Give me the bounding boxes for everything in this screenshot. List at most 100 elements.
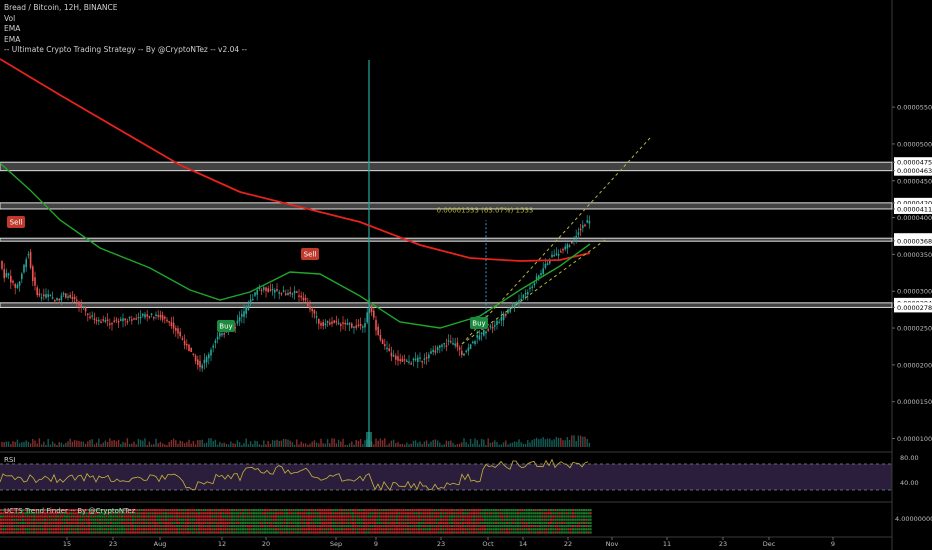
trend-axis-label: 4.00000000 [895,515,932,523]
candle-body [575,235,577,238]
trend-finder-cell [107,528,110,531]
trend-finder-cell [283,531,286,534]
trend-finder-cell [468,528,471,531]
volume-bar [505,440,507,447]
trend-finder-cell [429,509,431,512]
volume-bar [210,438,212,447]
trend-finder-cell [233,518,236,521]
trend-finder-cell [41,525,44,528]
trend-finder-cell [499,509,502,512]
trend-finder-cell [118,512,121,515]
volume-bar [399,444,401,447]
trend-finder-cell [275,509,277,512]
trend-finder-cell [132,518,134,521]
trend-finder-cell [440,531,442,534]
trend-finder-cell [24,525,27,528]
trend-finder-cell [512,515,515,518]
trend-finder-cell [354,512,357,515]
trend-finder-cell [118,525,121,528]
trend-finder-cell [565,531,568,534]
trend-finder-cell [503,518,506,521]
trend-finder-cell [204,509,207,512]
trend-finder-cell [519,521,522,524]
volume-bar [254,440,256,447]
volume-bar [133,441,135,447]
price-axis-zone-tag [894,165,932,176]
candle-body [5,273,8,278]
trend-finder-cell [510,515,513,518]
trend-finder-cell [266,515,269,518]
trend-finder-cell [545,525,548,528]
candle-body [566,244,569,249]
trend-finder-cell [334,512,337,515]
trend-finder-cell [341,531,343,534]
trend-finder-cell [94,525,97,528]
trend-finder-cell [552,515,555,518]
trend-finder-cell [543,515,546,518]
trend-finder-cell [360,528,363,531]
trend-finder-cell [334,521,337,524]
candle-body [476,335,478,338]
trend-finder-cell [561,521,563,524]
trend-finder-cell [28,528,31,531]
candle-body [335,320,338,323]
trend-finder-cell [90,531,93,534]
trend-finder-cell [541,531,544,534]
signal-buy-badge [217,320,235,332]
trend-finder-cell [2,515,5,518]
trend-finder-cell [255,515,258,518]
trend-finder-cell [118,531,121,534]
trend-finder-cell [171,518,174,521]
candle-body [329,322,331,325]
trend-finder-cell [550,521,552,524]
trend-finder-cell [61,512,64,515]
trend-finder-cell [402,512,405,515]
trend-finder-cell [88,528,90,531]
trend-finder-cell [19,528,22,531]
trend-finder-cell [22,525,24,528]
trend-finder-cell [510,525,513,528]
trend-finder-cell [158,528,161,531]
resistance-zone [0,161,893,172]
trend-finder-cell [173,528,176,531]
volume-bar [73,440,76,447]
trend-finder-cell [169,525,172,528]
trend-finder-cell [134,512,137,515]
trend-finder-cell [492,509,495,512]
trend-finder-cell [563,518,566,521]
trend-finder-cell [316,528,319,531]
candle-body [139,316,142,319]
volume-bar [159,441,162,447]
volume-bar [104,440,107,447]
volume-bar [507,444,509,447]
trend-finder-cell [563,509,566,512]
trend-finder-cell [125,531,128,534]
candle-body [71,297,74,299]
trend-finder-cell [123,525,126,528]
volume-bars [1,435,591,447]
candle-body [395,355,397,360]
trend-finder-cell [479,509,482,512]
trend-finder-cell [138,531,141,534]
trend-finder-cell [433,525,436,528]
trend-finder-cell [127,531,130,534]
trend-finder-cell [228,509,231,512]
trend-finder-cell [158,509,161,512]
trend-finder-cell [136,521,139,524]
trend-finder-cell [112,518,115,521]
trend-finder-cell [301,512,304,515]
trend-finder-cell [528,509,530,512]
trend-finder-cell [323,531,326,534]
trend-finder-cell [492,512,495,515]
trend-finder-cell [404,512,407,515]
trend-finder-cell [250,528,253,531]
trend-finder-cell [151,515,154,518]
trend-finder-cell [484,518,486,521]
trend-finder-cell [103,531,106,534]
trend-finder-cell [127,515,130,518]
trend-finder-cell [387,528,390,531]
trend-finder-cell [345,525,348,528]
trend-finder-cell [532,531,535,534]
trend-finder-cell [24,512,27,515]
